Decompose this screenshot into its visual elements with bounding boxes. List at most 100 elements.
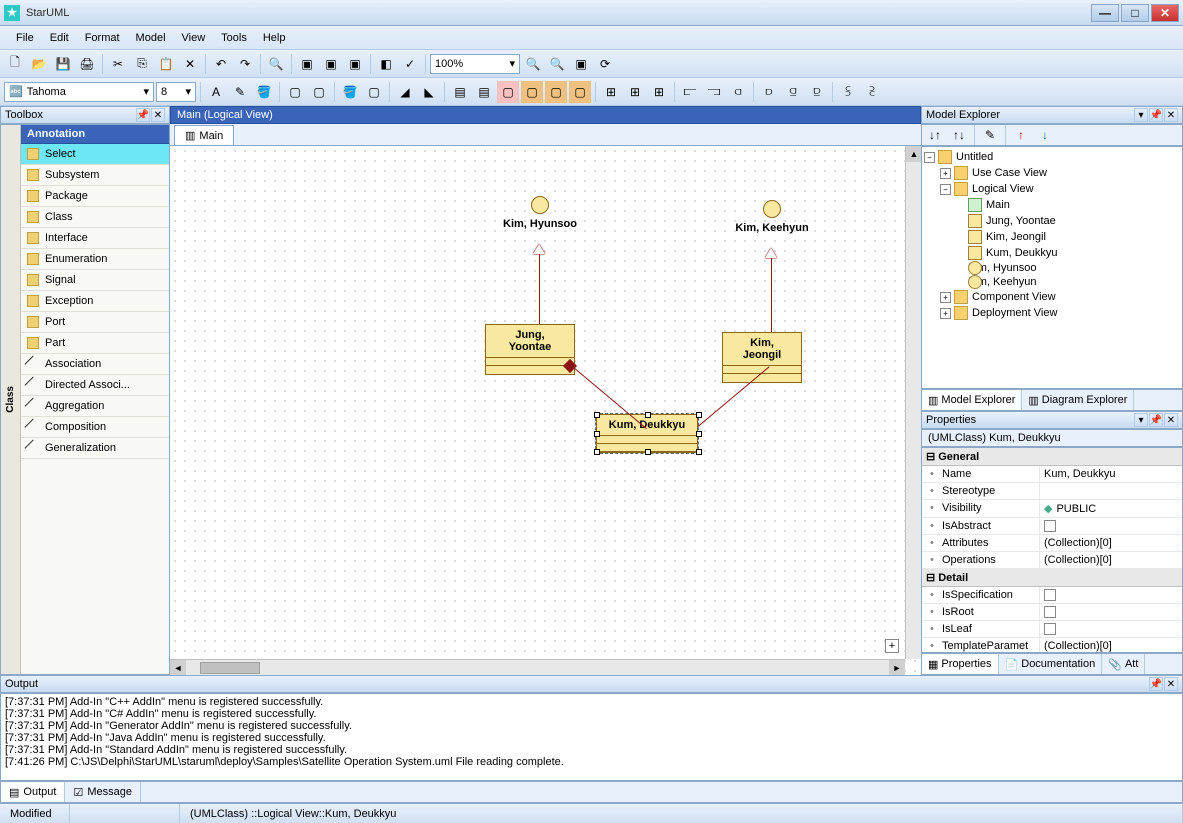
dropdown-icon[interactable]: ▾: [1134, 108, 1148, 122]
menu-model[interactable]: Model: [128, 29, 174, 47]
pin-icon[interactable]: 📌: [1149, 413, 1163, 427]
canvas-expand-icon[interactable]: +: [885, 639, 899, 653]
down-icon[interactable]: ↓: [1034, 124, 1056, 146]
tool-composition[interactable]: Composition: [21, 417, 169, 438]
props-group-general[interactable]: ⊟General: [922, 448, 1182, 466]
explorer-tree[interactable]: −Untitled+Use Case View−Logical ViewMain…: [921, 146, 1183, 389]
tool-interface[interactable]: Interface: [21, 228, 169, 249]
menu-help[interactable]: Help: [255, 29, 294, 47]
sort-asc-icon[interactable]: ↓↑: [924, 124, 946, 146]
scrollbar-vertical[interactable]: ▲: [905, 146, 921, 659]
stereo-b-icon[interactable]: ▢: [308, 81, 330, 103]
undo-icon[interactable]: ↶: [210, 53, 232, 75]
tool-b-icon[interactable]: ▣: [320, 53, 342, 75]
menu-tools[interactable]: Tools: [213, 29, 255, 47]
align-top-icon[interactable]: ⫐: [758, 81, 780, 103]
dropdown-icon[interactable]: ▾: [1134, 413, 1148, 427]
tree-item[interactable]: Kim, Keehyun: [924, 275, 1180, 289]
align-a-icon[interactable]: ⊞: [600, 81, 622, 103]
tab-diagram-explorer[interactable]: ▥Diagram Explorer: [1022, 390, 1134, 410]
align-left-icon[interactable]: ⫍: [679, 81, 701, 103]
tool-part[interactable]: Part: [21, 333, 169, 354]
props-row[interactable]: IsSpecification: [922, 587, 1182, 604]
props-row[interactable]: Stereotype: [922, 483, 1182, 500]
class-jung--yoontae[interactable]: Jung, Yoontae: [485, 324, 575, 375]
tool-e-icon[interactable]: ✓: [399, 53, 421, 75]
open-icon[interactable]: 📂: [28, 53, 50, 75]
tree-item[interactable]: Kim, Jeongil: [924, 229, 1180, 245]
tree-item[interactable]: Jung, Yoontae: [924, 213, 1180, 229]
fontsize-select[interactable]: 8▾: [156, 82, 196, 102]
align-center-icon[interactable]: ⫎: [703, 81, 725, 103]
properties-grid[interactable]: ⊟GeneralNameKum, DeukkyuStereotypeVisibi…: [921, 447, 1183, 653]
line-color-icon[interactable]: 🪣: [339, 81, 361, 103]
zoom-out-icon[interactable]: 🔍: [522, 53, 544, 75]
tab-properties[interactable]: ▦Properties: [922, 654, 999, 674]
line-style-icon[interactable]: ▢: [363, 81, 385, 103]
align-b-icon[interactable]: ⊞: [624, 81, 646, 103]
props-row[interactable]: Attributes(Collection)[0]: [922, 535, 1182, 552]
checkbox[interactable]: [1044, 606, 1056, 618]
tool-class[interactable]: Class: [21, 207, 169, 228]
class-kim--jeongil[interactable]: Kim, Jeongil: [722, 332, 802, 383]
props-row[interactable]: IsAbstract: [922, 518, 1182, 535]
diagram-tab-main[interactable]: ▥Main: [174, 125, 234, 145]
print-icon[interactable]: 🖨: [76, 53, 98, 75]
checkbox[interactable]: [1044, 623, 1056, 635]
tree-view[interactable]: −Logical View: [924, 181, 1180, 197]
tab-output[interactable]: ▤Output: [1, 782, 65, 802]
linestyle-b-icon[interactable]: ◣: [418, 81, 440, 103]
tool-generalization[interactable]: Generalization: [21, 438, 169, 459]
fill-icon[interactable]: 🪣: [253, 81, 275, 103]
tree-view[interactable]: +Use Case View: [924, 165, 1180, 181]
tree-item[interactable]: Main: [924, 197, 1180, 213]
fit-icon[interactable]: ▣: [570, 53, 592, 75]
space-v-icon[interactable]: ⫔: [861, 81, 883, 103]
actor-kim--keehyun[interactable]: Kim, Keehyun: [732, 200, 812, 234]
props-row[interactable]: NameKum, Deukkyu: [922, 466, 1182, 483]
tool-association[interactable]: Association: [21, 354, 169, 375]
showparent-icon[interactable]: ▢: [521, 81, 543, 103]
zoom-in-icon[interactable]: 🔍: [546, 53, 568, 75]
tool-exception[interactable]: Exception: [21, 291, 169, 312]
checkbox[interactable]: [1044, 520, 1056, 532]
actor-kim--hyunsoo[interactable]: Kim, Hyunsoo: [500, 196, 580, 230]
align-mid-icon[interactable]: ⫑: [782, 81, 804, 103]
align-bot-icon[interactable]: ⫒: [806, 81, 828, 103]
class-kum--deukkyu[interactable]: Kum, Deukkyu: [596, 414, 698, 453]
tree-view[interactable]: +Component View: [924, 289, 1180, 305]
stereo-a-icon[interactable]: ▢: [284, 81, 306, 103]
showop-icon[interactable]: ▢: [545, 81, 567, 103]
tool-directed-associ---[interactable]: Directed Associ...: [21, 375, 169, 396]
align-c-icon[interactable]: ⊞: [648, 81, 670, 103]
highlight-icon[interactable]: ✎: [229, 81, 251, 103]
tree-view[interactable]: +Deployment View: [924, 305, 1180, 321]
tool-port[interactable]: Port: [21, 312, 169, 333]
props-row[interactable]: IsLeaf: [922, 621, 1182, 638]
tree-item[interactable]: Kum, Deukkyu: [924, 245, 1180, 261]
find-icon[interactable]: 🔍: [265, 53, 287, 75]
close-panel-icon[interactable]: ✕: [1164, 677, 1178, 691]
menu-format[interactable]: Format: [77, 29, 128, 47]
tool-d-icon[interactable]: ◧: [375, 53, 397, 75]
menu-file[interactable]: File: [8, 29, 42, 47]
tab-model-explorer[interactable]: ▥Model Explorer: [922, 390, 1022, 410]
font-select[interactable]: 🔤Tahoma▾: [4, 82, 154, 102]
sort-desc-icon[interactable]: ↑↓: [948, 124, 970, 146]
tree-item[interactable]: Kim, Hyunsoo: [924, 261, 1180, 275]
menu-view[interactable]: View: [174, 29, 214, 47]
up-icon[interactable]: ↑: [1010, 124, 1032, 146]
redo-icon[interactable]: ↷: [234, 53, 256, 75]
suppress-op-icon[interactable]: ▤: [473, 81, 495, 103]
linestyle-a-icon[interactable]: ◢: [394, 81, 416, 103]
checkbox[interactable]: [1044, 589, 1056, 601]
tool-a-icon[interactable]: ▣: [296, 53, 318, 75]
align-right-icon[interactable]: ⫏: [727, 81, 749, 103]
toolbox-vtab[interactable]: Class: [1, 125, 21, 674]
filter-icon[interactable]: ✎: [979, 124, 1001, 146]
copy-icon[interactable]: ⎘: [131, 53, 153, 75]
pin-icon[interactable]: 📌: [136, 108, 150, 122]
suppress-attr-icon[interactable]: ▤: [449, 81, 471, 103]
tree-root[interactable]: −Untitled: [924, 149, 1180, 165]
tool-category[interactable]: Annotation: [21, 125, 169, 144]
